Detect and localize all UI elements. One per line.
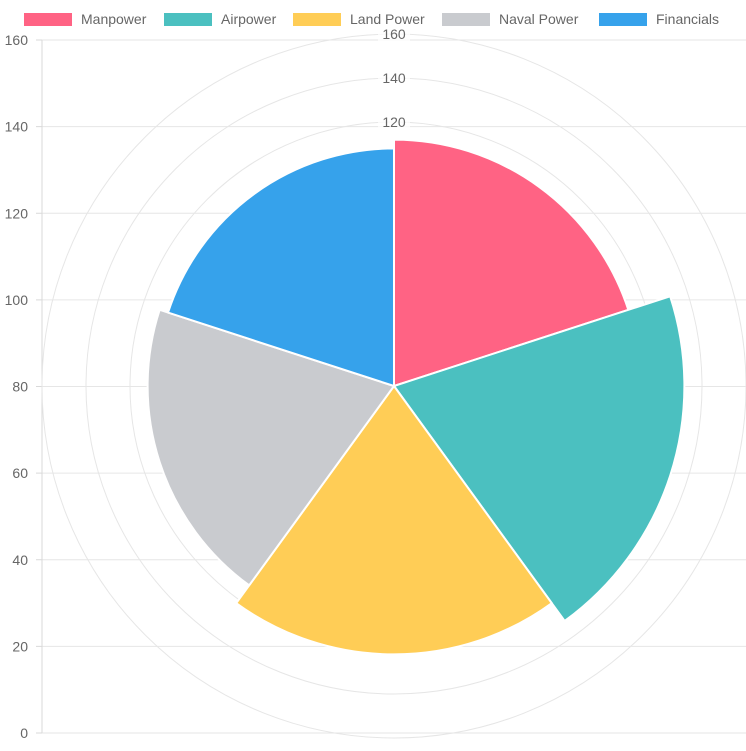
radial-tick-backdrop-160 [378,26,410,42]
legend: Manpower Airpower Land Power Naval Power Fin… [24,11,719,27]
legend-item-financials[interactable]: Financials [599,11,719,27]
legend-label-manpower: Manpower [81,11,147,27]
radial-tick-backdrop-140 [378,70,410,86]
legend-item-manpower[interactable]: Manpower [24,11,147,27]
legend-label-financials: Financials [656,11,719,27]
slice-financials[interactable] [167,147,395,387]
legend-swatch-financials [599,13,647,26]
legend-swatch-airpower [164,13,212,26]
radial-tick-120: 120 [382,114,406,130]
legend-label-airpower: Airpower [221,11,277,27]
slice-naval-power[interactable] [146,308,395,587]
radial-tick-140: 140 [382,70,406,86]
left-axis-tick-60: 60 [12,465,28,481]
legend-item-naval-power[interactable]: Naval Power [442,11,579,27]
legend-label-land-power: Land Power [350,11,425,27]
left-axis-tick-0: 0 [20,725,28,741]
legend-swatch-manpower [24,13,72,26]
slice-manpower[interactable] [393,138,630,387]
slice-land-power[interactable] [235,385,553,656]
left-axis-tick-140: 140 [5,119,29,135]
legend-swatch-land-power [293,13,341,26]
left-axis-tick-100: 100 [5,292,29,308]
legend-label-naval-power: Naval Power [499,11,579,27]
left-axis-tick-40: 40 [12,552,28,568]
slices [146,138,686,656]
left-axis-tick-160: 160 [5,32,29,48]
legend-item-land-power[interactable]: Land Power [293,11,425,27]
radial-tick-backdrop-120 [378,114,410,130]
left-axis-tick-80: 80 [12,379,28,395]
left-axis-tick-120: 120 [5,205,29,221]
left-axis-tick-20: 20 [12,638,28,654]
radial-tick-labels: 120 140 160 [378,26,410,130]
legend-item-airpower[interactable]: Airpower [164,11,277,27]
legend-swatch-naval-power [442,13,490,26]
radial-tick-160: 160 [382,26,406,42]
slice-airpower[interactable] [393,295,686,622]
